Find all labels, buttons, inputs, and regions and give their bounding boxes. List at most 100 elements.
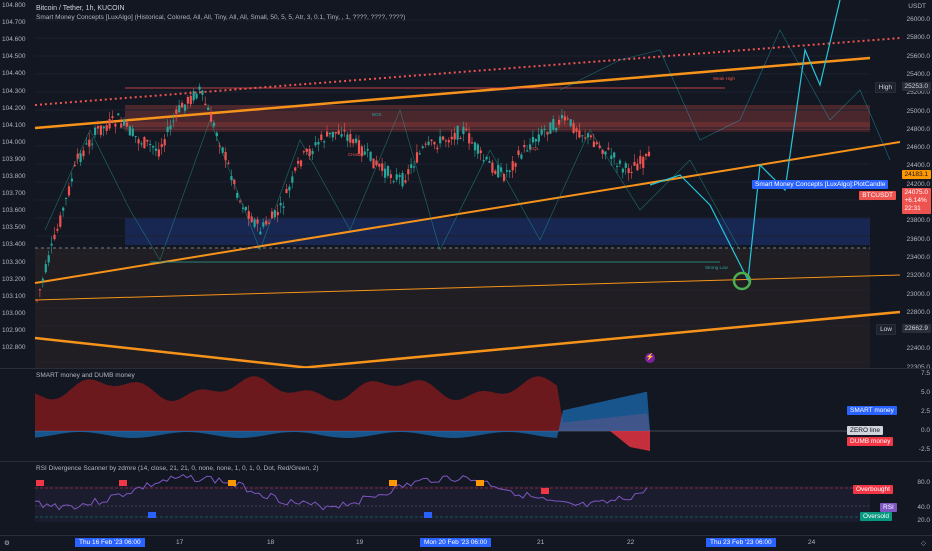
candle-body	[366, 148, 369, 151]
smart-money-chart[interactable]	[0, 369, 932, 461]
btcusdt-label-tag: BTCUSDT	[859, 191, 896, 200]
candle-body	[154, 148, 158, 151]
oversold-tag: Oversold	[860, 512, 893, 521]
right-price-axis[interactable]: 26000.0 25800.0 25600.0 25400.0 25200.0 25000…	[898, 0, 932, 368]
right-axis-tick: 23600.0	[906, 235, 931, 243]
low-label-tag: Low	[876, 324, 896, 335]
candle-body	[50, 243, 53, 246]
pane-separator[interactable]	[0, 461, 932, 462]
settings-icon[interactable]: ⚙	[4, 540, 10, 547]
smart-tick: 0.0	[920, 427, 930, 434]
left-axis-tick: 104.100	[2, 121, 26, 129]
main-chart-pane[interactable]: Bitcoin / Tether, 1h, KUCOIN Smart Money…	[0, 0, 932, 368]
candle-body	[569, 119, 572, 126]
divergence-marker	[476, 480, 484, 486]
candle-body	[146, 139, 149, 142]
price-chart[interactable]	[0, 0, 932, 368]
lightning-icon[interactable]: ⚡	[645, 353, 655, 363]
candle-body	[175, 109, 178, 114]
candle-body	[236, 192, 239, 198]
candle-body	[613, 152, 616, 158]
candle-body	[53, 234, 56, 240]
candle-body	[134, 135, 137, 137]
candle-body	[372, 158, 375, 169]
candle-body	[291, 176, 294, 183]
candle-body	[340, 134, 343, 137]
candle-body	[413, 166, 416, 168]
indicator-legend[interactable]: Smart Money Concepts [LuxAlgo] (Historic…	[36, 14, 406, 21]
left-axis-tick: 103.100	[2, 292, 26, 300]
candle-body	[79, 153, 82, 163]
pane-separator[interactable]	[0, 368, 932, 369]
candle-body	[227, 162, 230, 164]
candle-body	[418, 153, 421, 155]
left-axis-tick: 103.400	[2, 241, 26, 249]
upper-channel-line	[34, 56, 871, 130]
candle-body	[517, 150, 520, 155]
candle-body	[453, 132, 456, 140]
candle-body	[198, 86, 201, 90]
candle-body	[497, 164, 500, 178]
divergence-marker	[36, 480, 44, 486]
divergence-marker	[541, 488, 549, 494]
candle-body	[183, 104, 187, 111]
candle-body	[462, 126, 465, 135]
candle-body	[355, 138, 358, 143]
candle-body	[520, 154, 523, 159]
candle-body	[259, 231, 262, 235]
scale-toggle-icon[interactable]: ◇	[921, 540, 926, 547]
candle-body	[421, 146, 424, 149]
candle-body	[276, 211, 279, 216]
smart-money-pane[interactable]: SMART money and DUMB money 7.5 5.0 2.5 0…	[0, 369, 932, 461]
bos-note: BOS	[372, 112, 382, 117]
candle-body	[152, 146, 155, 148]
candle-body	[392, 181, 395, 183]
candle-body	[363, 151, 366, 155]
candle-body	[163, 139, 166, 146]
candle-body	[410, 164, 413, 169]
candle-body	[204, 103, 207, 106]
candle-body	[279, 203, 282, 206]
left-axis-tick: 103.800	[2, 173, 26, 180]
candle-body	[514, 163, 517, 167]
candle-body	[343, 130, 346, 132]
left-axis-tick: 104.500	[2, 53, 26, 61]
rsi-pane-title[interactable]: RSI Divergence Scanner by zdmre (14, clo…	[36, 465, 319, 472]
candle-body	[375, 160, 378, 166]
rsi-tick: 40.0	[917, 504, 930, 511]
candle-body	[244, 206, 247, 211]
left-price-axis[interactable]: 104.800 104.700 104.600 104.500 104.400 104.3…	[0, 0, 32, 368]
candle-body	[181, 102, 184, 108]
right-axis-tick: 22800.0	[906, 308, 931, 316]
smart-pane-title[interactable]: SMART money and DUMB money	[36, 372, 135, 379]
left-axis-tick: 104.800	[2, 2, 26, 9]
candle-body	[41, 278, 44, 282]
candle-body	[624, 163, 627, 168]
candle-body	[389, 174, 392, 178]
candle-body	[398, 175, 401, 178]
candle-body	[82, 150, 85, 157]
candle-body	[149, 143, 152, 145]
projection-path	[649, 0, 841, 283]
candle-body	[598, 145, 601, 148]
candle-body	[442, 136, 445, 140]
candle-body	[282, 206, 285, 208]
candle-body	[140, 143, 143, 145]
candle-body	[299, 160, 303, 167]
rsi-chart[interactable]	[0, 462, 932, 534]
time-label: 19	[356, 539, 364, 546]
right-axis-tick: 23400.0	[906, 253, 931, 261]
candle-body	[589, 135, 593, 138]
candle-body	[137, 139, 140, 144]
rsi-pane[interactable]: RSI Divergence Scanner by zdmre (14, clo…	[0, 462, 932, 534]
candle-body	[543, 128, 546, 130]
candle-body	[131, 128, 134, 137]
candle-body	[59, 215, 62, 227]
btcusdt-tag: 24075.0 +6.14% 22:31	[901, 188, 931, 214]
candle-body	[125, 122, 129, 127]
time-axis[interactable]: Thu 16 Feb '23 06:00 17 18 19 Mon 20 Feb…	[0, 535, 932, 551]
candle-body	[285, 188, 288, 194]
divergence-marker	[148, 512, 156, 518]
lower-channel-line	[299, 310, 901, 368]
smart-tick: 5.0	[920, 389, 930, 396]
